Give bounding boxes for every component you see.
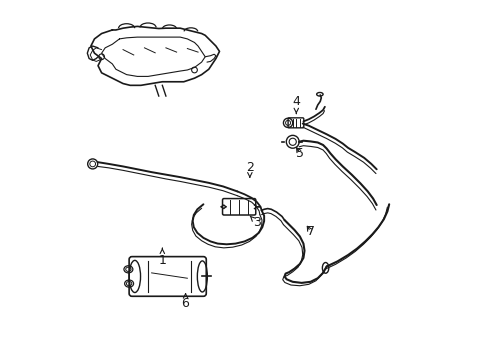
Text: 5: 5 [295, 147, 303, 160]
Text: 6: 6 [181, 293, 189, 310]
FancyBboxPatch shape [222, 199, 255, 215]
Text: 7: 7 [306, 225, 314, 238]
FancyBboxPatch shape [287, 118, 303, 128]
FancyBboxPatch shape [129, 257, 206, 296]
Text: 2: 2 [245, 161, 253, 177]
Text: 4: 4 [292, 95, 300, 113]
Text: 1: 1 [158, 248, 166, 267]
Text: 3: 3 [250, 216, 261, 229]
